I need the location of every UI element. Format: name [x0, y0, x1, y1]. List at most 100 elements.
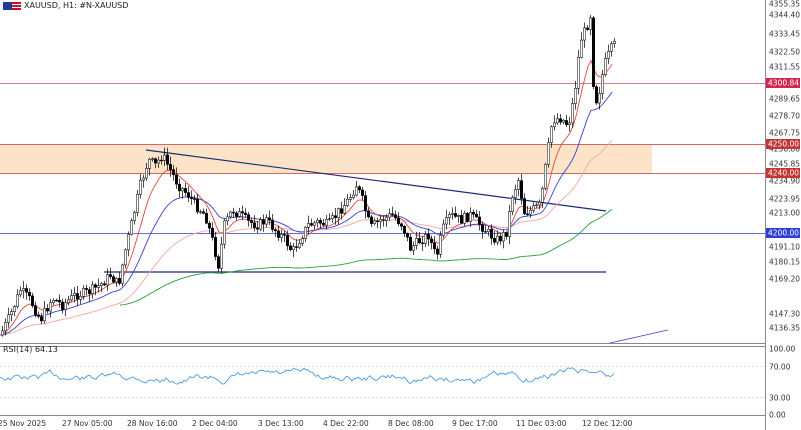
candle [307, 215, 310, 235]
candle [553, 115, 556, 131]
candle [247, 212, 250, 227]
candle [64, 298, 67, 317]
candle [145, 162, 148, 181]
candle [370, 214, 373, 227]
time-axis-label: 11 Dec 03:00 [516, 419, 567, 428]
ma-green-line [119, 208, 613, 306]
svg-text:4300.84: 4300.84 [768, 79, 799, 88]
candle [340, 201, 343, 220]
candle [421, 236, 424, 251]
candle [316, 217, 319, 228]
price-axis-label: 4267.75 [769, 129, 800, 138]
candle [568, 116, 571, 132]
rsi-label: RSI(14) 64.13 [3, 345, 58, 354]
candle [460, 209, 463, 225]
price-tag: 4300.84 [766, 78, 800, 88]
candle [232, 207, 235, 218]
candle [454, 206, 457, 219]
price-axis-label: 4213.00 [769, 209, 800, 218]
candle [241, 205, 244, 220]
candle [589, 14, 592, 36]
candle [520, 173, 523, 205]
candle [319, 217, 322, 229]
candle [31, 292, 34, 308]
candle [526, 205, 529, 216]
candle [49, 298, 52, 318]
candle [388, 208, 391, 222]
candle [382, 216, 385, 227]
candle [349, 193, 352, 203]
candle [361, 187, 364, 201]
candle [577, 50, 580, 95]
candle [280, 229, 283, 243]
candle [334, 207, 337, 225]
candle [46, 304, 49, 314]
candle [76, 285, 79, 307]
candle [79, 290, 82, 305]
candle [238, 207, 241, 218]
candle [304, 225, 307, 243]
rsi-axis-label: 70.00 [769, 363, 791, 372]
candle [412, 241, 415, 256]
us-flag-icon [3, 1, 21, 10]
candle [565, 114, 568, 127]
candle [298, 239, 301, 250]
rsi-axis-label: 0.00 [769, 411, 786, 420]
time-axis-label: 25 Nov 2025 [0, 419, 46, 428]
candle [205, 208, 208, 225]
time-axis-label: 27 Nov 05:00 [62, 419, 113, 428]
candle [109, 267, 112, 280]
candle [13, 305, 16, 317]
candle [499, 232, 502, 245]
price-axis-label: 4322.50 [769, 48, 800, 57]
candle [403, 224, 406, 238]
candle [1, 325, 4, 337]
candle [208, 220, 211, 234]
price-axis: 4355.35 4344.40 4333.45 4322.50 4311.55 4289.… [769, 0, 800, 333]
candle [151, 157, 154, 162]
candle [181, 186, 184, 199]
candle [496, 230, 499, 246]
candle [508, 204, 511, 245]
candle [331, 212, 334, 223]
candle [214, 232, 217, 261]
candle [493, 230, 496, 245]
candle [310, 218, 313, 227]
candle [487, 226, 490, 237]
candle [583, 22, 586, 48]
candle [355, 180, 358, 197]
candle [439, 231, 442, 258]
candle [223, 218, 226, 249]
candle [364, 190, 367, 219]
candle [283, 230, 286, 243]
price-axis-label: 4278.70 [769, 112, 800, 121]
price-axis-label: 4234.90 [769, 177, 800, 186]
candle [154, 157, 157, 169]
candle [295, 239, 298, 252]
candle [61, 298, 64, 314]
projection-line[interactable] [609, 329, 669, 344]
candle [466, 212, 469, 223]
candle [28, 288, 31, 301]
candle [139, 173, 142, 199]
candle [535, 202, 538, 208]
candle [37, 311, 40, 319]
candle [130, 218, 133, 236]
time-axis-label: 9 Dec 17:00 [452, 419, 498, 428]
candle [400, 222, 403, 231]
price-axis-label: 4245.85 [769, 160, 800, 169]
candle [433, 236, 436, 254]
candle [523, 193, 526, 216]
candle [505, 231, 508, 240]
candle [451, 207, 454, 220]
candle [25, 284, 28, 300]
candle [226, 213, 229, 226]
symbol-label: XAUUSD, H1: #N-XAUUSD [24, 1, 129, 10]
candle [595, 84, 598, 105]
candle [250, 217, 253, 229]
candle [85, 284, 88, 296]
price-axis-label: 4344.40 [769, 11, 800, 20]
descending-trendline[interactable] [145, 149, 607, 212]
candle [448, 211, 451, 226]
